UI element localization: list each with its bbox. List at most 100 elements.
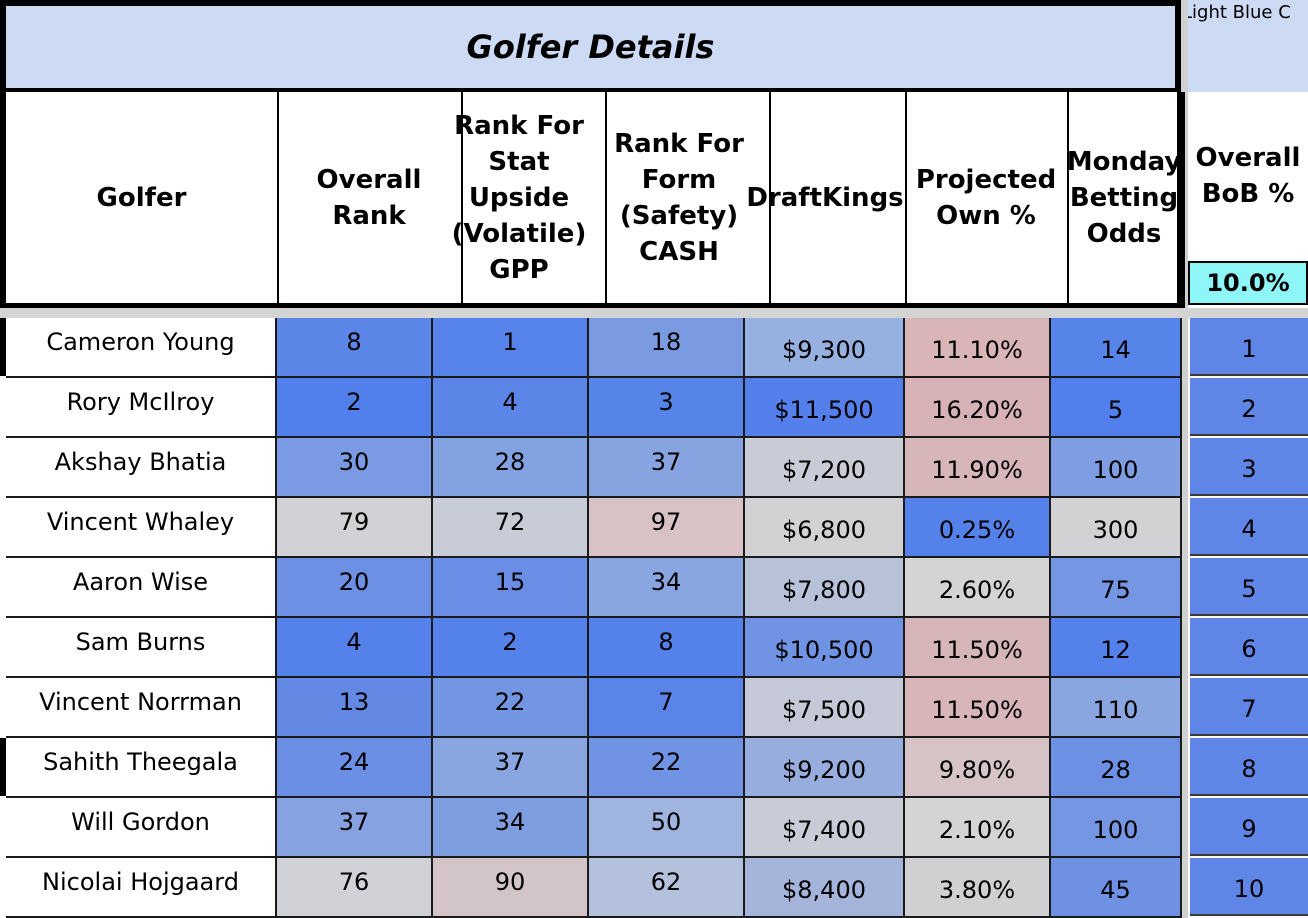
column-separator xyxy=(1181,0,1188,918)
header-monday-betting-odds[interactable]: Monday Betting Odds xyxy=(1066,146,1182,249)
row-divider xyxy=(6,436,1182,438)
form-rank-cell[interactable]: 22 xyxy=(589,738,745,796)
overall-rank-cell[interactable]: 20 xyxy=(277,558,433,616)
header-overall-bob[interactable]: Overall BoB % xyxy=(1195,143,1301,209)
betting-odds-cell[interactable]: 110 xyxy=(1051,678,1182,736)
golfer-name-cell[interactable]: Aaron Wise xyxy=(6,558,277,616)
draftkings-salary-cell[interactable]: $9,300 xyxy=(745,318,905,376)
draftkings-salary-cell[interactable]: $6,800 xyxy=(745,498,905,556)
table-row: Sahith Theegala 24 37 22 $9,200 9.80% 28 8 xyxy=(0,738,1308,798)
header-stat-upside-rank[interactable]: Rank For Stat Upside (Volatile) GPP xyxy=(433,92,607,303)
betting-odds-cell[interactable]: 75 xyxy=(1051,558,1182,616)
draftkings-salary-cell[interactable]: $9,200 xyxy=(745,738,905,796)
golfer-name-cell[interactable]: Will Gordon xyxy=(6,798,277,856)
overall-bob-rank-cell[interactable]: 8 xyxy=(1190,738,1308,796)
betting-odds-cell[interactable]: 100 xyxy=(1051,798,1182,856)
draftkings-salary-cell[interactable]: $7,800 xyxy=(745,558,905,616)
form-rank-cell[interactable]: 37 xyxy=(589,438,745,496)
projected-own-cell[interactable]: 11.10% xyxy=(905,318,1051,376)
stat-upside-rank-cell[interactable]: 4 xyxy=(433,378,589,436)
header-golfer[interactable]: Golfer xyxy=(6,92,279,303)
column-header-row: Golfer Overall Rank Rank For Stat Upside… xyxy=(0,92,1181,308)
draftkings-salary-cell[interactable]: $11,500 xyxy=(745,378,905,436)
betting-odds-cell[interactable]: 12 xyxy=(1051,618,1182,676)
overall-rank-cell[interactable]: 79 xyxy=(277,498,433,556)
header-draftkings[interactable]: DraftKings xyxy=(745,92,907,303)
golfer-name-cell[interactable]: Nicolai Hojgaard xyxy=(6,858,277,916)
form-rank-cell[interactable]: 8 xyxy=(589,618,745,676)
projected-own-cell[interactable]: 11.90% xyxy=(905,438,1051,496)
row-divider xyxy=(6,376,1182,378)
projected-own-cell[interactable]: 11.50% xyxy=(905,618,1051,676)
form-rank-cell[interactable]: 3 xyxy=(589,378,745,436)
overall-rank-cell[interactable]: 76 xyxy=(277,858,433,916)
overall-bob-rank-cell[interactable]: 9 xyxy=(1190,798,1308,856)
stat-upside-rank-cell[interactable]: 1 xyxy=(433,318,589,376)
golfer-name-cell[interactable]: Vincent Norrman xyxy=(6,678,277,736)
overall-bob-rank-cell[interactable]: 7 xyxy=(1190,678,1308,736)
form-rank-cell[interactable]: 62 xyxy=(589,858,745,916)
stat-upside-rank-cell[interactable]: 2 xyxy=(433,618,589,676)
draftkings-salary-cell[interactable]: $7,500 xyxy=(745,678,905,736)
betting-odds-cell[interactable]: 100 xyxy=(1051,438,1182,496)
betting-odds-cell[interactable]: 5 xyxy=(1051,378,1182,436)
stat-upside-rank-cell[interactable]: 15 xyxy=(433,558,589,616)
form-rank-cell[interactable]: 34 xyxy=(589,558,745,616)
overall-bob-rank-cell[interactable]: 1 xyxy=(1190,318,1308,376)
stat-upside-rank-cell[interactable]: 90 xyxy=(433,858,589,916)
golfer-name-cell[interactable]: Cameron Young xyxy=(6,318,277,376)
stat-upside-rank-cell[interactable]: 22 xyxy=(433,678,589,736)
draftkings-salary-cell[interactable]: $8,400 xyxy=(745,858,905,916)
overall-bob-rank-cell[interactable]: 4 xyxy=(1190,498,1308,556)
overall-rank-cell[interactable]: 4 xyxy=(277,618,433,676)
overall-rank-cell[interactable]: 37 xyxy=(277,798,433,856)
row-divider xyxy=(6,676,1182,678)
row-divider xyxy=(6,796,1182,798)
betting-odds-cell[interactable]: 28 xyxy=(1051,738,1182,796)
overall-rank-cell[interactable]: 2 xyxy=(277,378,433,436)
overall-rank-cell[interactable]: 30 xyxy=(277,438,433,496)
projected-own-cell[interactable]: 16.20% xyxy=(905,378,1051,436)
projected-own-cell[interactable]: 3.80% xyxy=(905,858,1051,916)
overall-bob-rank-cell[interactable]: 10 xyxy=(1190,858,1308,916)
header-overall-rank[interactable]: Overall Rank xyxy=(277,92,463,303)
stat-upside-rank-cell[interactable]: 37 xyxy=(433,738,589,796)
overall-rank-cell[interactable]: 24 xyxy=(277,738,433,796)
table-row: Rory McIlroy 2 4 3 $11,500 16.20% 5 2 xyxy=(0,378,1308,438)
golfer-name-cell[interactable]: Sam Burns xyxy=(6,618,277,676)
stat-upside-rank-cell[interactable]: 28 xyxy=(433,438,589,496)
overall-bob-rank-cell[interactable]: 6 xyxy=(1190,618,1308,676)
table-row: Will Gordon 37 34 50 $7,400 2.10% 100 9 xyxy=(0,798,1308,858)
golfer-name-cell[interactable]: Vincent Whaley xyxy=(6,498,277,556)
projected-own-cell[interactable]: 2.10% xyxy=(905,798,1051,856)
overall-bob-rank-cell[interactable]: 5 xyxy=(1190,558,1308,616)
overall-rank-cell[interactable]: 13 xyxy=(277,678,433,736)
form-rank-cell[interactable]: 50 xyxy=(589,798,745,856)
form-rank-cell[interactable]: 7 xyxy=(589,678,745,736)
draftkings-salary-cell[interactable]: $7,400 xyxy=(745,798,905,856)
betting-odds-cell[interactable]: 45 xyxy=(1051,858,1182,916)
overall-bob-value[interactable]: 10.0% xyxy=(1188,261,1308,305)
betting-odds-cell[interactable]: 14 xyxy=(1051,318,1182,376)
projected-own-cell[interactable]: 9.80% xyxy=(905,738,1051,796)
draftkings-salary-cell[interactable]: $10,500 xyxy=(745,618,905,676)
form-rank-cell[interactable]: 18 xyxy=(589,318,745,376)
betting-odds-cell[interactable]: 300 xyxy=(1051,498,1182,556)
draftkings-salary-cell[interactable]: $7,200 xyxy=(745,438,905,496)
projected-own-cell[interactable]: 11.50% xyxy=(905,678,1051,736)
overall-rank-cell[interactable]: 8 xyxy=(277,318,433,376)
overall-bob-rank-cell[interactable]: 2 xyxy=(1190,378,1308,436)
header-form-rank[interactable]: Rank For Form (Safety) CASH xyxy=(589,92,771,303)
golfer-name-cell[interactable]: Rory McIlroy xyxy=(6,378,277,436)
table-title: Golfer Details xyxy=(0,0,1181,92)
golfer-name-cell[interactable]: Sahith Theegala xyxy=(6,738,277,796)
projected-own-cell[interactable]: 2.60% xyxy=(905,558,1051,616)
stat-upside-rank-cell[interactable]: 34 xyxy=(433,798,589,856)
overall-bob-rank-cell[interactable]: 3 xyxy=(1190,438,1308,496)
projected-own-cell[interactable]: 0.25% xyxy=(905,498,1051,556)
form-rank-cell[interactable]: 97 xyxy=(589,498,745,556)
header-projected-own[interactable]: Projected Own % xyxy=(905,92,1069,303)
stat-upside-rank-cell[interactable]: 72 xyxy=(433,498,589,556)
table-row: Akshay Bhatia 30 28 37 $7,200 11.90% 100 3 xyxy=(0,438,1308,498)
golfer-name-cell[interactable]: Akshay Bhatia xyxy=(6,438,277,496)
